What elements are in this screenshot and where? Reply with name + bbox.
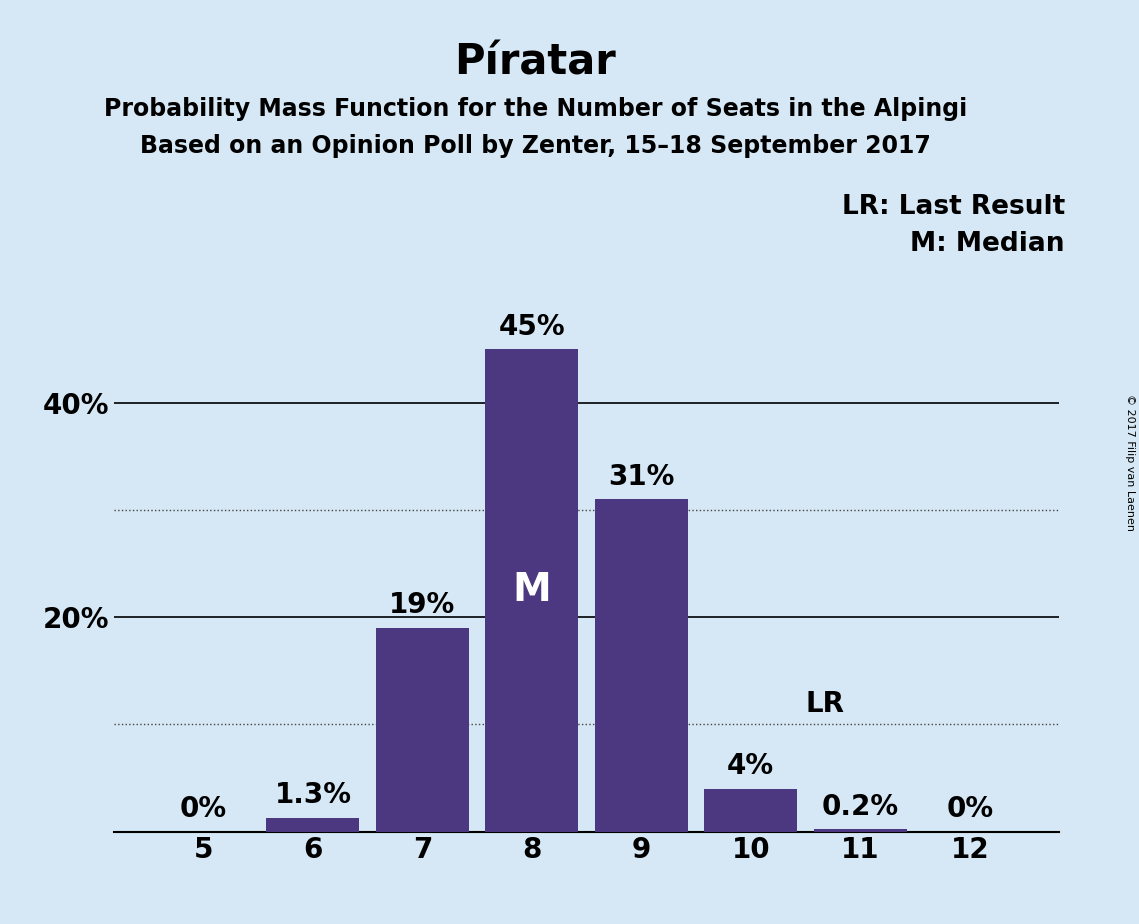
Text: LR: LR — [805, 690, 844, 718]
Text: 45%: 45% — [499, 312, 565, 341]
Text: Probability Mass Function for the Number of Seats in the Alpingi: Probability Mass Function for the Number… — [104, 97, 967, 121]
Bar — [813, 830, 907, 832]
Text: LR: Last Result: LR: Last Result — [842, 194, 1065, 220]
Text: 1.3%: 1.3% — [274, 781, 352, 809]
Text: M: Median: M: Median — [910, 231, 1065, 257]
Text: M: M — [513, 571, 551, 610]
Bar — [485, 349, 579, 832]
Text: 0%: 0% — [180, 795, 227, 823]
Bar — [376, 628, 469, 832]
Text: 4%: 4% — [727, 752, 775, 780]
Bar — [704, 789, 797, 832]
Text: 0.2%: 0.2% — [821, 793, 899, 821]
Bar — [267, 818, 360, 832]
Text: © 2017 Filip van Laenen: © 2017 Filip van Laenen — [1125, 394, 1134, 530]
Text: 19%: 19% — [390, 591, 456, 619]
Bar — [595, 499, 688, 832]
Text: Based on an Opinion Poll by Zenter, 15–18 September 2017: Based on an Opinion Poll by Zenter, 15–1… — [140, 134, 931, 158]
Text: 0%: 0% — [947, 795, 993, 823]
Text: Píratar: Píratar — [454, 42, 616, 83]
Text: 31%: 31% — [608, 463, 674, 491]
